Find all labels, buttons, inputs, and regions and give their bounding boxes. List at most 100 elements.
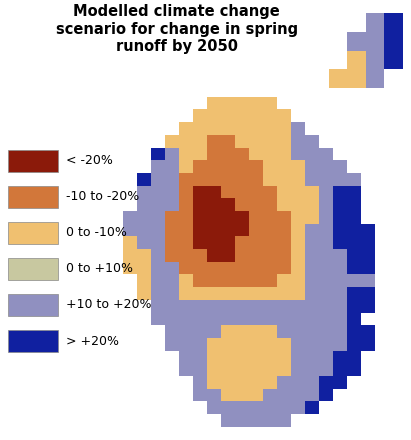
Bar	[263, 236, 277, 249]
Bar	[151, 312, 165, 325]
Bar	[305, 300, 319, 312]
FancyBboxPatch shape	[8, 186, 58, 208]
Bar	[277, 401, 291, 414]
Bar	[277, 338, 291, 351]
Bar	[165, 262, 179, 275]
Bar	[207, 211, 221, 224]
Bar	[319, 262, 333, 275]
Bar	[151, 236, 165, 249]
Bar	[207, 236, 221, 249]
Bar	[319, 312, 333, 325]
Bar	[221, 414, 235, 427]
Bar	[193, 160, 207, 173]
Bar	[207, 389, 221, 401]
Bar	[235, 389, 249, 401]
Bar	[165, 135, 179, 147]
Bar	[361, 275, 375, 287]
Bar	[151, 160, 165, 173]
Bar	[277, 287, 291, 300]
Bar	[193, 275, 207, 287]
Bar	[347, 186, 361, 198]
Bar	[263, 351, 277, 363]
Bar	[207, 224, 221, 236]
Bar	[333, 224, 347, 236]
Bar	[179, 147, 193, 160]
Bar	[347, 32, 366, 51]
Bar	[165, 325, 179, 338]
Bar	[221, 351, 235, 363]
Bar	[249, 414, 263, 427]
Bar	[319, 249, 333, 262]
Bar	[221, 147, 235, 160]
Bar	[263, 363, 277, 376]
Bar	[347, 300, 361, 312]
Bar	[137, 173, 151, 186]
Bar	[221, 275, 235, 287]
Bar	[347, 312, 361, 325]
Bar	[165, 236, 179, 249]
Bar	[193, 351, 207, 363]
Bar	[207, 275, 221, 287]
Bar	[179, 249, 193, 262]
Bar	[221, 160, 235, 173]
Bar	[305, 224, 319, 236]
Bar	[179, 312, 193, 325]
Bar	[193, 236, 207, 249]
Bar	[263, 160, 277, 173]
Bar	[151, 198, 165, 211]
Bar	[291, 249, 305, 262]
Bar	[263, 414, 277, 427]
Bar	[333, 262, 347, 275]
Bar	[305, 287, 319, 300]
Bar	[193, 147, 207, 160]
Bar	[221, 287, 235, 300]
Bar	[291, 147, 305, 160]
Bar	[263, 376, 277, 389]
Bar	[207, 249, 221, 262]
Bar	[319, 376, 333, 389]
Bar	[165, 338, 179, 351]
Bar	[179, 325, 193, 338]
Bar	[305, 338, 319, 351]
FancyBboxPatch shape	[8, 258, 58, 280]
Bar	[193, 198, 207, 211]
Bar	[235, 351, 249, 363]
Bar	[305, 249, 319, 262]
Bar	[123, 249, 137, 262]
Bar	[221, 236, 235, 249]
Bar	[305, 275, 319, 287]
Bar	[235, 325, 249, 338]
Bar	[277, 211, 291, 224]
Bar	[151, 262, 165, 275]
Bar	[179, 186, 193, 198]
Bar	[291, 401, 305, 414]
Bar	[347, 363, 361, 376]
Bar	[319, 351, 333, 363]
Bar	[235, 198, 249, 211]
Bar	[384, 32, 403, 51]
Bar	[277, 236, 291, 249]
Bar	[137, 211, 151, 224]
Bar	[235, 287, 249, 300]
Bar	[361, 262, 375, 275]
Bar	[263, 300, 277, 312]
Bar	[347, 351, 361, 363]
Bar	[263, 275, 277, 287]
Bar	[235, 249, 249, 262]
Bar	[235, 338, 249, 351]
Bar	[249, 110, 263, 122]
Bar	[305, 262, 319, 275]
Bar	[165, 275, 179, 287]
Bar	[221, 300, 235, 312]
FancyBboxPatch shape	[8, 330, 58, 352]
Bar	[151, 173, 165, 186]
Bar	[193, 135, 207, 147]
Bar	[193, 376, 207, 389]
Bar	[207, 97, 221, 110]
Bar	[151, 275, 165, 287]
Bar	[319, 275, 333, 287]
Bar	[249, 287, 263, 300]
Bar	[165, 173, 179, 186]
FancyBboxPatch shape	[8, 222, 58, 244]
Bar	[221, 97, 235, 110]
